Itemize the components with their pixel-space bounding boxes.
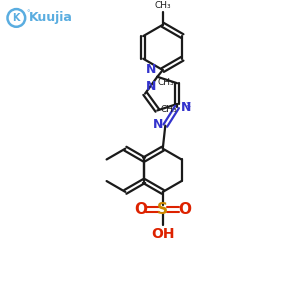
Text: N: N <box>146 80 156 93</box>
Text: Kuujia: Kuujia <box>29 11 73 24</box>
Text: O: O <box>178 202 191 217</box>
Text: °: ° <box>26 10 30 16</box>
Text: CH₃: CH₃ <box>158 78 174 87</box>
Text: O: O <box>135 202 148 217</box>
Text: N: N <box>146 63 156 76</box>
Text: CH₃: CH₃ <box>160 105 177 114</box>
Text: K: K <box>13 13 20 23</box>
Text: OH: OH <box>151 227 175 241</box>
Text: x: x <box>186 100 191 109</box>
Text: CH₃: CH₃ <box>154 1 171 10</box>
Text: N: N <box>181 101 191 114</box>
Text: N: N <box>153 118 163 131</box>
Text: S: S <box>157 202 168 217</box>
